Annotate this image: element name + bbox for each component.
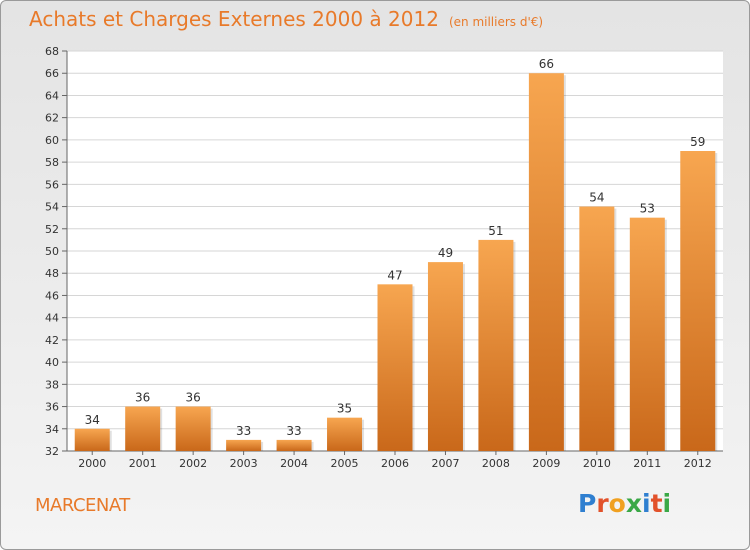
y-tick-label: 48 — [45, 267, 59, 280]
x-tick-label: 2002 — [179, 457, 207, 470]
bar-value-label: 54 — [589, 191, 604, 205]
bar-value-label: 47 — [387, 268, 402, 282]
x-tick-label: 2008 — [482, 457, 510, 470]
logo-letter: P — [578, 489, 597, 518]
bar-value-label: 33 — [236, 424, 251, 438]
bar-value-label: 59 — [690, 135, 705, 149]
y-tick-label: 52 — [45, 223, 59, 236]
x-tick-label: 2012 — [684, 457, 712, 470]
bar — [226, 439, 262, 451]
y-tick-label: 58 — [45, 156, 59, 169]
y-tick-label: 38 — [45, 378, 59, 391]
bar-value-label: 53 — [640, 202, 655, 216]
y-tick-label: 56 — [45, 178, 59, 191]
x-tick-label: 2011 — [633, 457, 661, 470]
chart-title: Achats et Charges Externes 2000 à 2012 (e… — [29, 7, 543, 31]
bar — [327, 417, 363, 451]
x-tick-label: 2004 — [280, 457, 308, 470]
x-tick-label: 2005 — [331, 457, 359, 470]
x-tick-label: 2000 — [78, 457, 106, 470]
logo-letter: t — [650, 489, 663, 518]
logo-letter: i — [662, 489, 672, 518]
bar — [478, 239, 514, 451]
y-tick-label: 40 — [45, 356, 59, 369]
bar-value-label: 51 — [488, 224, 503, 238]
bar-value-label: 49 — [438, 246, 453, 260]
chart-title-text: Achats et Charges Externes 2000 à 2012 — [29, 7, 439, 31]
proxiti-logo: Proxiti — [578, 489, 671, 518]
bar — [427, 262, 463, 451]
bar-value-label: 36 — [135, 391, 150, 405]
y-tick-label: 62 — [45, 112, 59, 125]
y-tick-label: 64 — [45, 89, 59, 102]
x-tick-label: 2010 — [583, 457, 611, 470]
y-tick-label: 46 — [45, 289, 59, 302]
x-tick-label: 2003 — [230, 457, 258, 470]
bar — [276, 439, 312, 451]
x-tick-label: 2006 — [381, 457, 409, 470]
y-tick-label: 34 — [45, 423, 59, 436]
logo-letter: r — [596, 489, 609, 518]
city-name: MARCENAT — [35, 495, 130, 516]
bar — [125, 406, 161, 451]
bar-value-label: 33 — [286, 424, 301, 438]
bar — [175, 406, 211, 451]
bar — [377, 284, 413, 451]
bar — [579, 206, 615, 451]
bar — [528, 73, 564, 451]
y-tick-label: 66 — [45, 67, 59, 80]
bar — [680, 151, 716, 451]
bar — [629, 217, 665, 451]
x-tick-label: 2001 — [129, 457, 157, 470]
bar-value-label: 36 — [186, 391, 201, 405]
chart-unit: (en milliers d'€) — [448, 15, 544, 29]
bar-value-label: 35 — [337, 402, 352, 416]
logo-letter: o — [608, 489, 626, 518]
y-tick-label: 68 — [45, 45, 59, 58]
y-tick-label: 42 — [45, 334, 59, 347]
x-tick-label: 2009 — [532, 457, 560, 470]
logo-letter: x — [625, 489, 642, 518]
bar-value-label: 34 — [85, 413, 100, 427]
y-tick-label: 54 — [45, 201, 59, 214]
y-tick-label: 60 — [45, 134, 59, 147]
bar — [74, 428, 110, 451]
y-tick-label: 36 — [45, 401, 59, 414]
x-tick-label: 2007 — [431, 457, 459, 470]
y-tick-label: 32 — [45, 445, 59, 458]
bar-value-label: 66 — [539, 57, 554, 71]
y-tick-label: 44 — [45, 312, 59, 325]
logo-letter: i — [642, 489, 651, 518]
y-tick-label: 50 — [45, 245, 59, 258]
